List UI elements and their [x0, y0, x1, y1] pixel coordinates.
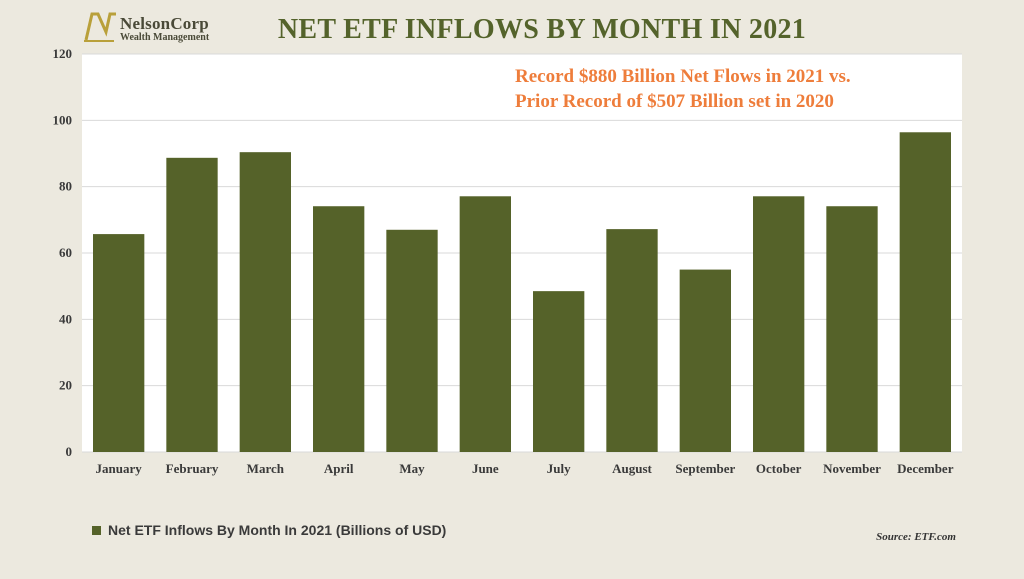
- x-tick-label: February: [166, 461, 219, 476]
- y-tick-label: 80: [59, 179, 72, 194]
- y-tick-label: 100: [53, 112, 73, 127]
- x-tick-label: September: [675, 461, 735, 476]
- bar: [459, 196, 511, 452]
- legend-label: Net ETF Inflows By Month In 2021 (Billio…: [108, 522, 447, 538]
- source-label: Source: [876, 531, 908, 543]
- bar: [533, 291, 585, 452]
- x-tick-label: November: [823, 461, 881, 476]
- bar: [386, 229, 438, 452]
- bar: [679, 269, 731, 452]
- y-tick-label: 20: [59, 378, 72, 393]
- bar: [166, 157, 218, 453]
- bar: [93, 234, 145, 452]
- y-tick-label: 40: [59, 311, 72, 326]
- bar: [899, 132, 951, 453]
- y-tick-label: 120: [53, 46, 73, 61]
- x-tick-label: May: [399, 461, 425, 476]
- x-tick-label: July: [547, 461, 571, 476]
- bar: [239, 152, 291, 452]
- x-tick-label: March: [247, 461, 285, 476]
- plot-area: 0 20 40 60 80 100 120 January February March April…: [53, 46, 962, 476]
- annotation-line-1: Record $880 Billion Net Flows in 2021 vs…: [515, 66, 851, 87]
- source-note: Source: ETF.com: [876, 531, 956, 543]
- y-tick-label: 60: [59, 245, 72, 260]
- bar: [826, 206, 878, 452]
- bar: [606, 229, 658, 452]
- legend-swatch: [92, 525, 101, 535]
- bar: [753, 196, 805, 452]
- legend: Net ETF Inflows By Month In 2021 (Billio…: [92, 522, 446, 538]
- annotation-line-2: Prior Record of $507 Billion set in 2020: [515, 91, 834, 112]
- chart-title: NET ETF INFLOWS BY MONTH IN 2021: [277, 14, 807, 45]
- logo-subtitle: Wealth Management: [120, 32, 210, 43]
- logo-name: NelsonCorp: [120, 14, 209, 33]
- x-tick-label: December: [897, 461, 954, 476]
- x-tick-label: April: [324, 461, 354, 476]
- source-value: ETF.com: [914, 531, 956, 543]
- nelsoncorp-logo: NelsonCorp Wealth Management: [84, 10, 234, 46]
- x-tick-label: October: [756, 461, 802, 476]
- x-tick-label: January: [96, 461, 143, 476]
- x-tick-label: August: [612, 461, 652, 476]
- y-tick-label: 0: [66, 444, 73, 459]
- logo-n-icon: [84, 12, 116, 42]
- bar: [313, 206, 365, 452]
- x-tick-label: June: [472, 461, 499, 476]
